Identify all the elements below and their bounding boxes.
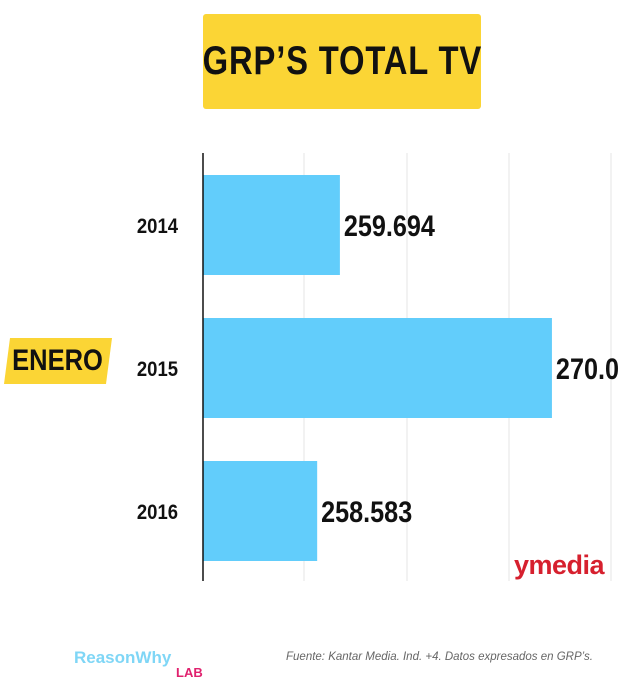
value-label-2016: 258.583 bbox=[321, 495, 412, 529]
bar-2014 bbox=[203, 175, 340, 275]
chart-title: GRP’S TOTAL TV bbox=[202, 39, 482, 83]
reasonwhy-logo: ReasonWhy bbox=[74, 648, 172, 667]
value-label-2014: 259.694 bbox=[344, 209, 436, 243]
category-label-2015: 2015 bbox=[137, 358, 178, 381]
reasonwhy-lab-label: LAB bbox=[176, 665, 203, 680]
month-tag-label: ENERO bbox=[12, 344, 103, 377]
bar-2016 bbox=[203, 461, 318, 561]
category-label-2016: 2016 bbox=[137, 501, 178, 524]
month-tag-shape bbox=[4, 338, 112, 384]
value-label-2015: 270.063 bbox=[556, 352, 618, 386]
bar-2015 bbox=[203, 318, 552, 418]
source-note: Fuente: Kantar Media. Ind. +4. Datos exp… bbox=[286, 651, 593, 663]
ymedia-logo: ymedia bbox=[514, 550, 605, 580]
title-banner: GRP’S TOTAL TV bbox=[202, 14, 482, 109]
category-label-2014: 2014 bbox=[137, 215, 178, 238]
